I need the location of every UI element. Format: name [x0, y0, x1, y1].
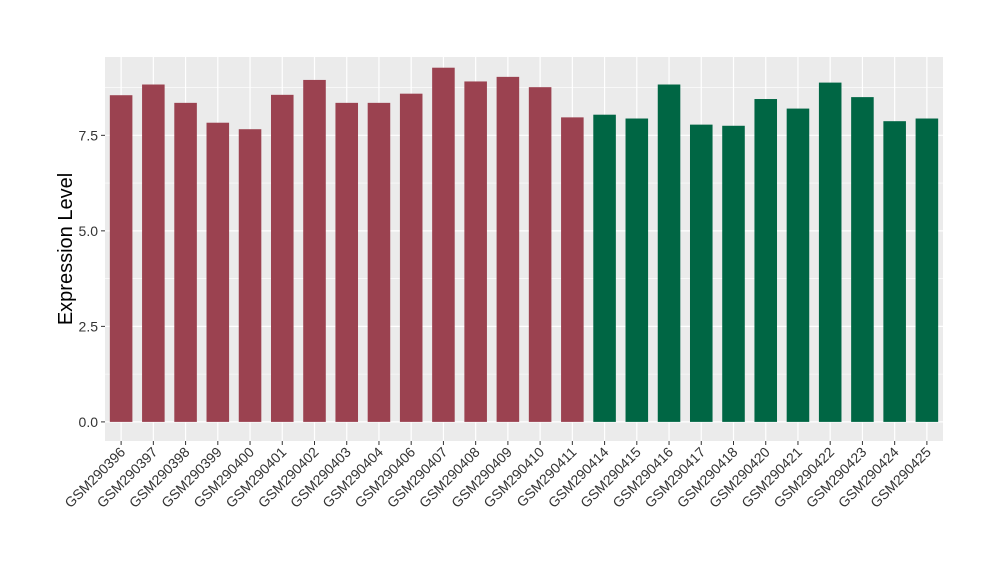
bar-GSM290420	[754, 99, 778, 422]
bar-GSM290414	[593, 114, 616, 422]
bar-GSM290422	[818, 82, 842, 422]
bar-GSM290423	[851, 97, 874, 422]
y-axis-title: Expression Level	[55, 173, 77, 325]
bar-GSM290400	[238, 129, 262, 422]
bar-GSM290425	[915, 118, 939, 422]
bar-GSM290418	[722, 125, 745, 422]
bar-GSM290401	[270, 94, 294, 422]
bar-GSM290411	[561, 117, 584, 422]
bar-GSM290397	[142, 84, 165, 422]
bar-GSM290421	[786, 108, 810, 422]
y-axis: 0.0 2.5 5.0 7.5	[79, 127, 105, 430]
bar-GSM290399	[206, 122, 230, 422]
bar-GSM290403	[335, 102, 359, 422]
bars	[109, 67, 939, 422]
y-tick-label: 5.0	[79, 223, 99, 239]
bar-GSM290409	[496, 76, 520, 422]
bar-GSM290410	[528, 87, 552, 422]
bar-GSM290398	[174, 102, 197, 422]
x-axis: GSM290396GSM290397GSM290398GSM290399GSM2…	[61, 441, 934, 511]
bar-GSM290417	[689, 124, 713, 422]
y-tick-label: 7.5	[79, 127, 99, 143]
bar-GSM290424	[883, 121, 906, 422]
y-tick-label: 2.5	[79, 318, 99, 334]
plot-panel	[105, 57, 943, 441]
bar-GSM290408	[464, 81, 487, 422]
bar-GSM290416	[657, 84, 681, 422]
bar-GSM290402	[303, 79, 326, 422]
bar-GSM290407	[432, 67, 455, 422]
bar-GSM290404	[367, 102, 391, 422]
y-tick-label: 0.0	[79, 414, 99, 430]
bar-GSM290415	[625, 118, 649, 422]
bar-GSM290406	[399, 93, 423, 422]
bar-GSM290396	[109, 95, 133, 422]
